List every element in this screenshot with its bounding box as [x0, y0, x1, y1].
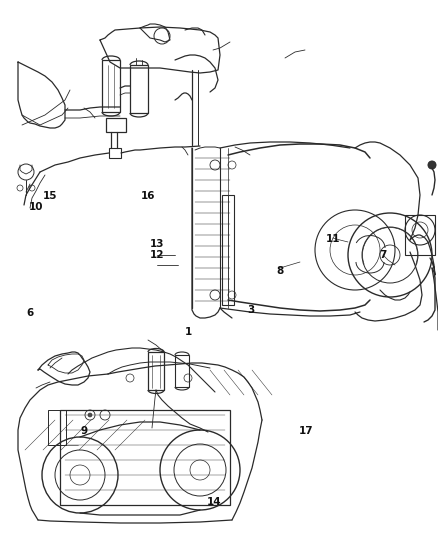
Text: 10: 10 [28, 202, 43, 212]
Text: 11: 11 [325, 234, 340, 244]
Bar [60, 410, 230, 505]
Text: 1: 1 [185, 327, 192, 336]
Text: 6: 6 [26, 309, 33, 318]
Text: 7: 7 [380, 250, 387, 260]
Text: 9: 9 [81, 426, 88, 435]
Bar [48, 410, 66, 445]
Circle shape [88, 413, 92, 417]
Text: 13: 13 [149, 239, 164, 249]
Bar [175, 355, 189, 387]
Text: 17: 17 [298, 426, 313, 435]
Text: 3: 3 [247, 305, 254, 315]
Text: 16: 16 [141, 191, 155, 201]
Text: 8: 8 [277, 266, 284, 276]
Text: 15: 15 [43, 191, 58, 201]
Text: 14: 14 [206, 497, 221, 507]
Bar [102, 60, 120, 112]
Bar [106, 118, 126, 132]
Bar [109, 148, 121, 158]
Text: 12: 12 [149, 250, 164, 260]
Bar [130, 65, 148, 113]
Bar [222, 195, 234, 305]
Bar [148, 352, 164, 390]
Bar [405, 215, 435, 255]
Circle shape [428, 161, 436, 169]
